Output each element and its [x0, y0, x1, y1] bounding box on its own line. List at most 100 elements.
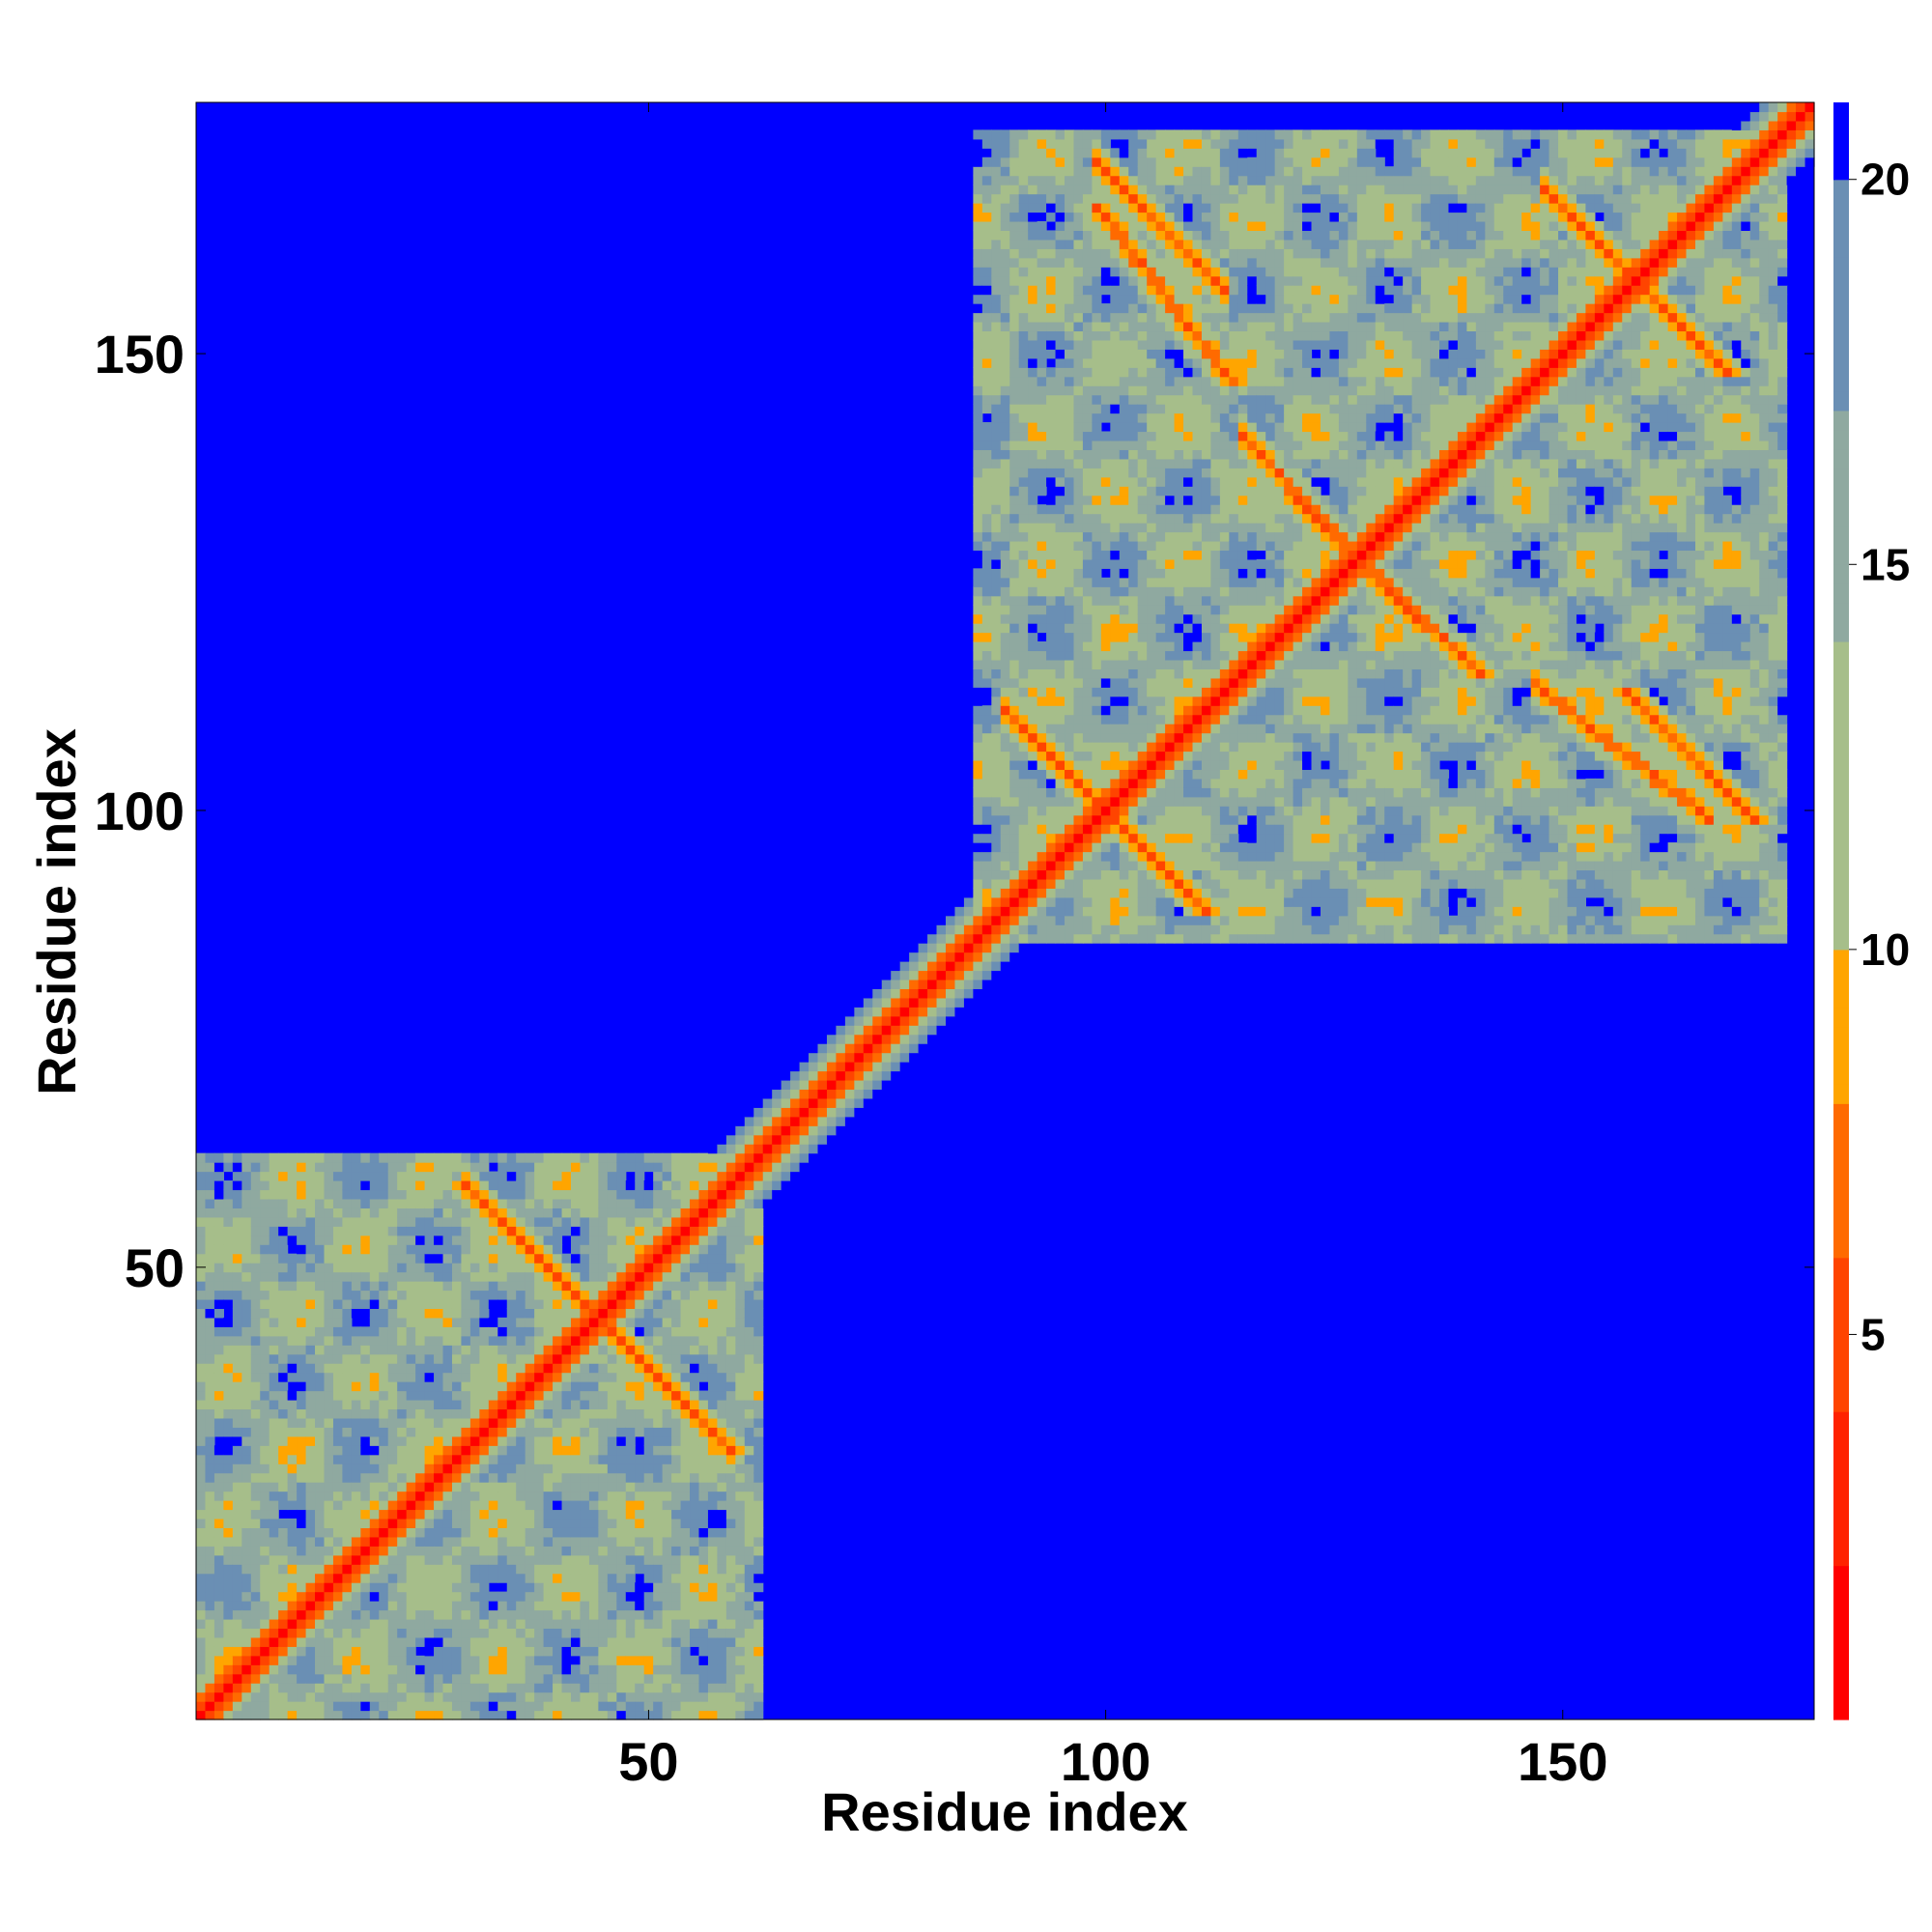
heatmap-cell — [387, 1417, 398, 1428]
heatmap-cell — [662, 1326, 672, 1337]
heatmap-cell — [196, 1390, 207, 1401]
heatmap-cell — [434, 1472, 444, 1483]
heatmap-cell — [387, 1454, 398, 1464]
heatmap-cell — [981, 476, 992, 487]
heatmap-cell — [516, 1618, 526, 1630]
heatmap-cell — [213, 1691, 224, 1702]
heatmap-cell — [1009, 896, 1020, 907]
heatmap-cell — [707, 1655, 718, 1665]
heatmap-cell — [351, 1591, 361, 1602]
heatmap-cell — [305, 1701, 316, 1712]
heatmap-cell — [1018, 896, 1029, 907]
heatmap-cell — [424, 1326, 435, 1337]
heatmap-cell — [387, 1317, 398, 1327]
heatmap-cell — [561, 1345, 572, 1355]
heatmap-cell — [607, 1263, 617, 1273]
heatmap-cell — [809, 1052, 819, 1063]
heatmap-cell — [488, 1345, 498, 1355]
heatmap-cell — [287, 1152, 298, 1163]
heatmap-cell — [653, 1591, 664, 1602]
heatmap-cell — [525, 1317, 535, 1327]
heatmap-cell — [397, 1491, 408, 1501]
heatmap-cell — [580, 1646, 590, 1657]
heatmap-cell — [653, 1509, 664, 1520]
heatmap-cell — [1037, 814, 1047, 825]
heatmap-cell — [863, 1015, 873, 1026]
heatmap-cell — [680, 1363, 691, 1374]
heatmap-cell — [434, 1601, 444, 1611]
heatmap-cell — [324, 1363, 334, 1374]
heatmap-cell — [516, 1408, 526, 1419]
heatmap-cell — [250, 1500, 261, 1511]
heatmap-cell — [653, 1691, 664, 1702]
heatmap-cell — [260, 1500, 270, 1511]
heatmap-cell — [497, 1536, 508, 1547]
heatmap-cell — [232, 1564, 242, 1575]
heatmap-cell — [973, 175, 983, 185]
heatmap-cell — [278, 1326, 289, 1337]
heatmap-cell — [973, 915, 983, 925]
heatmap-cell — [415, 1171, 426, 1181]
heatmap-cell — [963, 888, 974, 898]
heatmap-cell — [744, 1472, 754, 1483]
heatmap-cell — [1055, 696, 1065, 706]
heatmap-cell — [625, 1290, 636, 1300]
heatmap-cell — [488, 1244, 498, 1255]
heatmap-cell — [698, 1636, 709, 1647]
heatmap-cell — [735, 1701, 746, 1712]
heatmap-cell — [242, 1573, 252, 1583]
heatmap-cell — [305, 1417, 316, 1428]
heatmap-cell — [735, 1482, 746, 1492]
heatmap-cell — [1055, 814, 1065, 825]
heatmap-cell — [671, 1353, 682, 1364]
heatmap-cell — [260, 1353, 270, 1364]
heatmap-cell — [616, 1601, 627, 1611]
heatmap-cell — [671, 1573, 682, 1583]
heatmap-cell — [1028, 531, 1038, 542]
heatmap-cell — [442, 1271, 453, 1282]
heatmap-cell — [479, 1618, 490, 1630]
heatmap-cell — [315, 1417, 326, 1428]
heatmap-cell — [369, 1554, 380, 1565]
heatmap-cell — [1018, 632, 1029, 642]
heatmap-cell — [698, 1509, 709, 1520]
heatmap-cell — [1028, 367, 1038, 378]
heatmap-cell — [232, 1491, 242, 1501]
heatmap-cell — [525, 1298, 535, 1310]
heatmap-cell — [725, 1335, 736, 1346]
heatmap-cell — [781, 1107, 791, 1118]
heatmap-cell — [1037, 860, 1047, 871]
heatmap-cell — [1046, 668, 1057, 679]
heatmap-cell — [232, 1691, 242, 1702]
heatmap-cell — [981, 330, 992, 341]
heatmap-cell — [497, 1554, 508, 1565]
heatmap-cell — [836, 1125, 846, 1136]
heatmap-cell — [360, 1399, 371, 1410]
heatmap-cell — [598, 1226, 609, 1236]
heatmap-cell — [725, 1171, 736, 1181]
heatmap-cell — [534, 1390, 545, 1401]
heatmap-cell — [305, 1427, 316, 1437]
heatmap-cell — [863, 1070, 873, 1081]
heatmap-cell — [205, 1326, 215, 1337]
heatmap-cell — [379, 1582, 389, 1593]
heatmap-cell — [653, 1235, 664, 1245]
heatmap-cell — [616, 1189, 627, 1200]
heatmap-cell — [242, 1655, 252, 1665]
heatmap-cell — [360, 1601, 371, 1611]
heatmap-cell — [205, 1216, 215, 1227]
heatmap-cell — [332, 1646, 344, 1657]
heatmap-cell — [1028, 175, 1038, 185]
heatmap-cell — [242, 1317, 252, 1327]
heatmap-cell — [534, 1527, 545, 1538]
heatmap-cell — [305, 1326, 316, 1337]
heatmap-cell — [506, 1435, 517, 1446]
heatmap-cell — [1009, 357, 1020, 368]
heatmap-cell — [488, 1609, 498, 1620]
heatmap-cell — [260, 1646, 270, 1657]
heatmap-cell — [717, 1263, 727, 1273]
heatmap-cell — [278, 1582, 289, 1593]
heatmap-cell — [196, 1609, 207, 1620]
heatmap-cell — [205, 1509, 215, 1520]
heatmap-cell — [698, 1162, 709, 1173]
